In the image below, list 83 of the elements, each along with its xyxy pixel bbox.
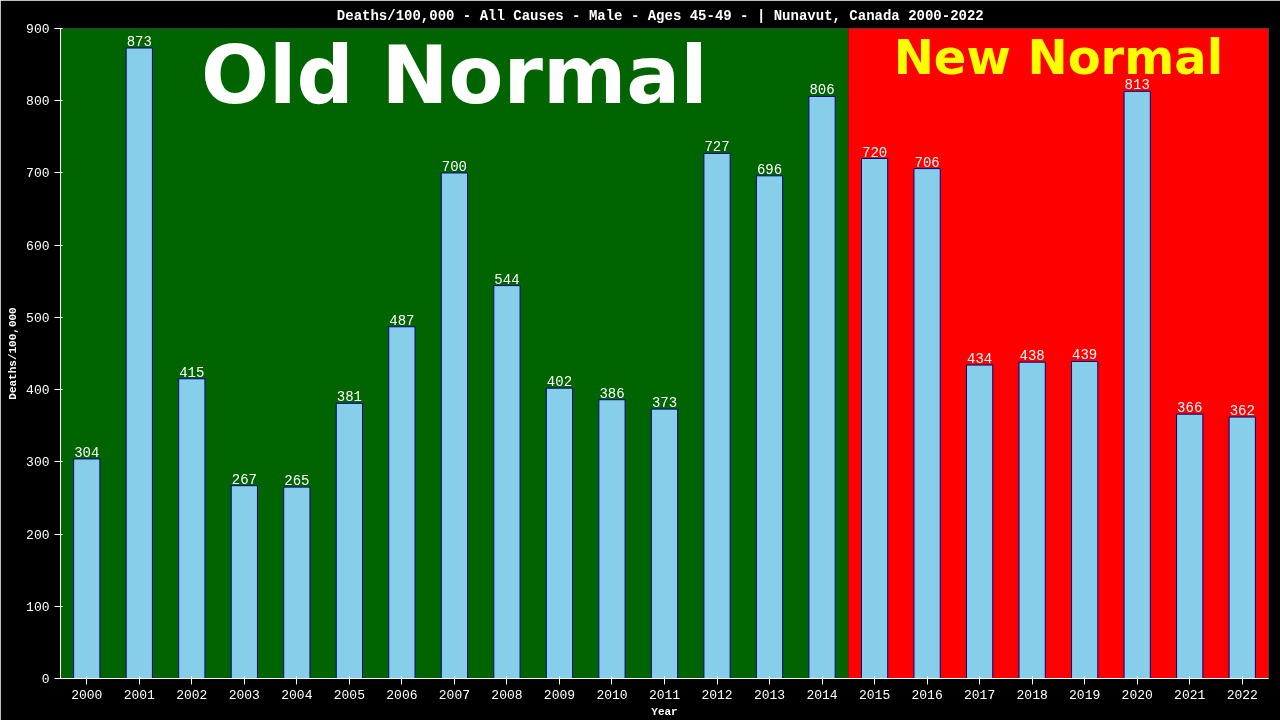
data-label: 727	[704, 139, 730, 156]
data-label: 439	[1072, 347, 1098, 364]
x-tick-label: 2004	[281, 687, 313, 703]
x-tick-label: 2020	[1121, 687, 1153, 703]
chart-title: Deaths/100,000 - All Causes - Male - Ages 45-49 - | Nunavut, Canada 2000-2022	[336, 7, 984, 24]
x-tick-label: 2015	[858, 687, 891, 703]
x-tick-label: 2005	[333, 687, 365, 703]
x-tick-label: 2009	[543, 687, 576, 703]
x-tick-label: 2010	[596, 687, 628, 703]
data-label: 386	[599, 385, 625, 402]
bar	[440, 172, 469, 679]
data-label: 806	[809, 82, 835, 99]
bar	[1123, 90, 1151, 679]
data-label: 366	[1177, 400, 1203, 417]
data-label: 720	[861, 144, 888, 161]
x-tick-label: 2006	[386, 687, 418, 703]
x-tick-label: 2011	[648, 687, 681, 703]
y-tick-label: 100	[26, 599, 50, 615]
bar	[966, 364, 994, 679]
bar	[545, 387, 574, 679]
y-tick-label: 800	[26, 94, 50, 110]
data-label: 304	[74, 444, 100, 461]
bar	[1018, 361, 1046, 679]
x-tick-label: 2013	[753, 687, 786, 703]
data-label: 362	[1229, 403, 1255, 420]
x-tick-label: 2017	[964, 687, 996, 703]
data-label: 402	[546, 374, 573, 391]
bar	[283, 486, 311, 679]
data-label: 434	[967, 351, 993, 368]
data-label: 696	[756, 161, 783, 178]
data-label: 873	[126, 34, 152, 50]
y-axis-title: Deaths/100,000	[7, 307, 20, 400]
bar	[650, 408, 679, 679]
data-label: 415	[179, 364, 205, 381]
x-tick-label: 2007	[438, 687, 471, 703]
x-tick-label: 2014	[806, 687, 838, 703]
y-tick-label: 600	[26, 238, 50, 254]
y-tick-label: 900	[26, 22, 50, 37]
data-label: 544	[494, 271, 520, 288]
x-tick-label: 2016	[911, 687, 943, 703]
bar	[1228, 416, 1256, 679]
bar	[493, 285, 521, 679]
x-tick-label: 2019	[1069, 687, 1101, 703]
x-tick-label: 2000	[71, 687, 103, 703]
x-axis-title: Year	[651, 705, 678, 718]
y-tick-label: 500	[26, 310, 50, 326]
y-tick-label: 200	[26, 527, 50, 543]
x-tick-label: 2018	[1016, 687, 1048, 703]
bar	[388, 326, 416, 679]
data-label: 813	[1124, 77, 1150, 94]
data-label: 265	[284, 473, 310, 490]
bar	[125, 47, 153, 679]
x-tick-label: 2002	[176, 687, 208, 703]
y-tick-label: 0	[41, 672, 50, 687]
data-label: 373	[651, 395, 678, 412]
y-tick-label: 400	[26, 383, 50, 399]
x-tick-label: 2021	[1174, 687, 1206, 703]
data-label: 487	[389, 312, 415, 329]
bar	[73, 458, 101, 679]
x-tick-label: 2022	[1226, 687, 1258, 703]
y-tick-label: 300	[26, 455, 50, 471]
bar	[860, 158, 889, 679]
bar	[755, 175, 784, 679]
bar	[335, 402, 363, 679]
data-label: 706	[914, 154, 940, 171]
bar	[1176, 413, 1204, 679]
data-label: 381	[336, 389, 362, 406]
x-tick-label: 2008	[491, 687, 523, 703]
x-tick-label: 2003	[228, 687, 260, 703]
bar	[1071, 360, 1099, 679]
bar	[913, 168, 941, 679]
y-tick-label: 700	[26, 166, 50, 182]
bar	[598, 399, 626, 679]
bar	[230, 485, 258, 679]
bar	[178, 378, 206, 679]
x-tick-label: 2012	[701, 687, 733, 703]
data-label: 700	[441, 158, 468, 175]
bar	[703, 152, 731, 679]
x-tick-label: 2001	[123, 687, 156, 703]
bar	[808, 95, 836, 679]
data-label: 438	[1019, 348, 1045, 365]
band-label: Old Normal	[201, 28, 708, 122]
data-label: 267	[231, 471, 257, 488]
